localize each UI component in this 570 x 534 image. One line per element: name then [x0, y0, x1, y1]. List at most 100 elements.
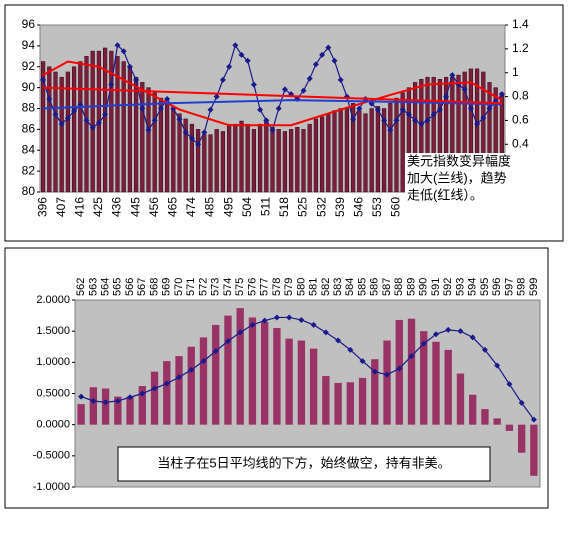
- bar: [199, 337, 208, 425]
- y-tick-label: 92: [22, 59, 36, 73]
- bar: [121, 61, 126, 193]
- x-tick-label: 583: [332, 278, 344, 296]
- bar: [248, 317, 257, 425]
- marker: [71, 107, 78, 114]
- y-tick-label: 1.5000: [36, 325, 70, 337]
- marker: [250, 81, 257, 88]
- marker: [306, 75, 313, 82]
- y-tick-label: 1.0000: [36, 356, 70, 368]
- marker: [387, 126, 394, 133]
- bar: [78, 61, 83, 193]
- bar: [177, 113, 182, 193]
- bar: [146, 87, 151, 193]
- marker: [430, 111, 437, 118]
- marker: [263, 117, 270, 124]
- x-tick-label: 573: [210, 278, 222, 296]
- marker: [356, 105, 363, 112]
- marker: [176, 116, 183, 123]
- marker: [467, 105, 474, 112]
- x-tick-label: 539: [333, 197, 347, 217]
- marker: [405, 111, 412, 118]
- x-tick-label: 572: [197, 278, 209, 296]
- marker: [506, 381, 513, 388]
- x-tick-label: 588: [393, 278, 405, 296]
- bar: [164, 103, 170, 193]
- y2-tick-label: 1: [512, 65, 519, 79]
- bar: [261, 321, 269, 425]
- bar: [233, 123, 238, 193]
- bar: [175, 356, 183, 425]
- marker: [237, 329, 244, 336]
- marker: [58, 121, 65, 128]
- bar: [212, 324, 220, 425]
- bar: [517, 424, 526, 453]
- bar: [346, 382, 354, 425]
- marker: [145, 126, 152, 133]
- bar: [183, 118, 188, 193]
- x-tick-label: 587: [381, 278, 393, 296]
- bar: [395, 319, 403, 425]
- annotation: 走低(红线）。: [407, 187, 483, 202]
- bar: [297, 340, 306, 425]
- x-tick-label: 567: [136, 278, 148, 296]
- bar: [505, 424, 514, 431]
- bar: [282, 131, 288, 193]
- y-tick-label: 80: [22, 184, 36, 198]
- marker: [257, 106, 264, 113]
- bar: [350, 103, 356, 193]
- x-tick-label: 511: [258, 197, 272, 216]
- bar: [307, 123, 312, 193]
- x-tick-label: 563: [87, 278, 99, 296]
- marker: [238, 51, 245, 58]
- marker: [224, 338, 231, 345]
- y-tick-label: 88: [22, 101, 36, 115]
- marker: [151, 385, 158, 392]
- x-tick-label: 592: [442, 278, 454, 296]
- bar: [102, 47, 108, 193]
- bar: [276, 129, 281, 193]
- marker: [281, 86, 288, 93]
- bar: [115, 56, 120, 193]
- marker: [163, 380, 170, 387]
- bar: [369, 108, 374, 193]
- marker: [335, 337, 342, 344]
- marker: [40, 76, 47, 83]
- marker: [474, 121, 481, 128]
- marker: [432, 331, 439, 338]
- bar: [89, 387, 98, 425]
- x-tick-label: 562: [75, 278, 87, 296]
- x-tick-label: 571: [185, 278, 197, 296]
- marker: [461, 86, 468, 93]
- marker: [322, 329, 329, 336]
- annotation: 加大(兰线)，趋势: [407, 170, 507, 185]
- x-tick-label: 532: [314, 197, 328, 217]
- marker: [95, 119, 102, 126]
- marker: [64, 115, 71, 122]
- bar: [127, 66, 133, 193]
- bar: [101, 388, 110, 425]
- bar: [150, 371, 159, 425]
- x-tick-label: 495: [221, 197, 235, 217]
- x-tick-label: 566: [124, 278, 136, 296]
- bar: [432, 341, 440, 425]
- bar: [40, 61, 46, 193]
- bar: [189, 123, 195, 193]
- bar: [394, 97, 399, 193]
- marker: [412, 117, 419, 124]
- y-tick-label: 2.0000: [36, 294, 70, 306]
- bar: [295, 127, 300, 193]
- marker: [350, 116, 357, 123]
- x-tick-label: 579: [283, 278, 295, 296]
- bar: [236, 308, 244, 425]
- bar: [220, 131, 226, 193]
- x-tick-label: 546: [351, 197, 365, 217]
- x-tick-label: 396: [35, 197, 49, 217]
- y2-tick-label: 1.4: [512, 17, 529, 31]
- bar: [381, 108, 387, 193]
- marker: [213, 93, 220, 100]
- marker: [226, 63, 233, 70]
- bar: [383, 340, 391, 425]
- marker: [261, 317, 268, 324]
- x-tick-label: 598: [516, 278, 528, 296]
- y2-tick-label: 0.6: [512, 113, 529, 127]
